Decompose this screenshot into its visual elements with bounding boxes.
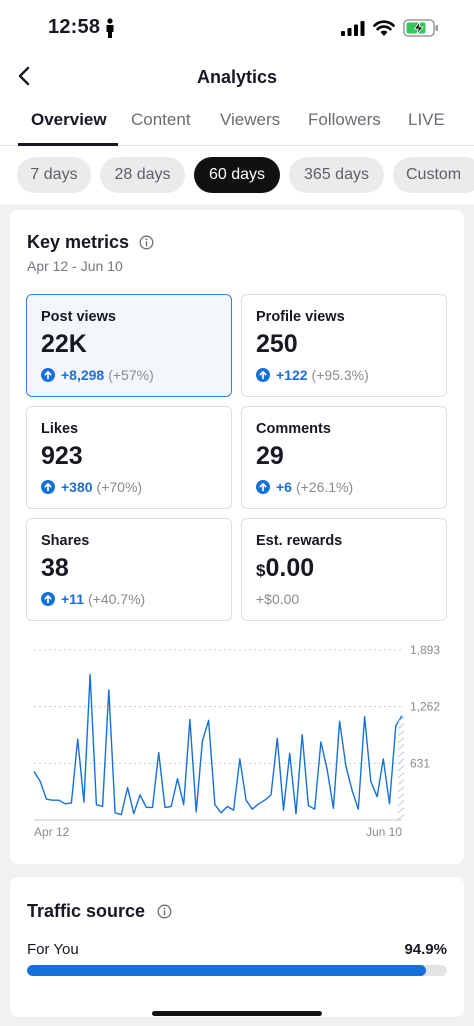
person-icon [106, 18, 114, 38]
battery-charging-icon [403, 19, 438, 37]
traffic-source-label: For You [27, 941, 79, 958]
arrow-up-icon [41, 368, 55, 382]
range-60-days[interactable]: 60 days [194, 157, 280, 193]
partial-data-hatch [397, 744, 405, 751]
tab-followers[interactable]: Followers [308, 110, 381, 129]
tab-viewers[interactable]: Viewers [220, 110, 281, 129]
wifi-icon [373, 20, 395, 36]
partial-data-hatch [397, 793, 405, 800]
metric-label: Likes [41, 421, 79, 437]
metric-label: Profile views [256, 309, 345, 325]
metric-value: 923 [41, 442, 83, 470]
traffic-source-card: Traffic source For You 94.9% [10, 877, 464, 1017]
metric-value: $0.00 [256, 554, 314, 583]
metric-shares[interactable]: Shares 38 +11 (+40.7%) [26, 518, 232, 621]
cellular-signal-icon [341, 21, 365, 36]
date-range-selector: 7 days 28 days 60 days 365 days Custom [0, 146, 474, 204]
range-28-days[interactable]: 28 days [100, 157, 185, 193]
tab-overview[interactable]: Overview [31, 110, 107, 129]
change-percent: (+95.3%) [311, 367, 369, 383]
range-custom[interactable]: Custom [393, 157, 474, 193]
traffic-source-bar [27, 965, 447, 976]
change-absolute: +$0.00 [256, 591, 300, 607]
change-absolute: +11 [61, 591, 84, 607]
arrow-up-icon [41, 592, 55, 606]
metric-change: +11 (+40.7%) [41, 591, 145, 607]
nav-bar: Analytics [0, 58, 474, 96]
partial-data-hatch [397, 723, 405, 730]
arrow-up-icon [41, 480, 55, 494]
partial-data-hatch [397, 730, 405, 737]
page-title: Analytics [196, 67, 278, 87]
partial-data-hatch [397, 737, 405, 744]
partial-data-hatch [397, 716, 405, 723]
metric-value: 250 [256, 330, 298, 358]
partial-data-hatch [397, 758, 405, 765]
x-start-label: Apr 12 [34, 825, 70, 839]
metric-change: +$0.00 [256, 591, 299, 607]
partial-data-hatch [397, 786, 405, 793]
x-end-label: Jun 10 [366, 825, 402, 839]
date-range-label: Apr 12 - Jun 10 [27, 258, 123, 274]
change-percent: (+40.7%) [87, 591, 146, 607]
metric-label: Est. rewards [256, 533, 343, 549]
metric-change: +380 (+70%) [41, 479, 142, 495]
y-tick-label: 1,262 [410, 700, 440, 714]
status-bar: 12:58 [0, 0, 474, 58]
key-metrics-title: Key metrics [27, 232, 130, 252]
metric-profile-views[interactable]: Profile views 250 +122 (+95.3%) [241, 294, 447, 397]
tab-live[interactable]: LIVE [408, 110, 445, 129]
metric-value: 29 [256, 442, 284, 470]
key-metrics-card: Key metrics Apr 12 - Jun 10 Post views 2… [10, 210, 464, 864]
traffic-source-percent: 94.9% [404, 941, 447, 958]
change-percent: (+26.1%) [295, 479, 354, 495]
active-tab-indicator [18, 143, 118, 146]
metric-label: Comments [256, 421, 331, 437]
change-absolute: +380 [61, 479, 93, 495]
info-icon[interactable] [139, 235, 154, 250]
home-indicator [152, 1011, 322, 1016]
partial-data-hatch [397, 772, 405, 779]
status-time: 12:58 [48, 16, 101, 38]
partial-data-hatch [397, 807, 405, 814]
metric-post-views[interactable]: Post views 22K +8,298 (+57%) [26, 294, 232, 397]
metric-comments[interactable]: Comments 29 +6 (+26.1%) [241, 406, 447, 509]
change-percent: (+70%) [96, 479, 143, 495]
y-tick-label: 631 [410, 756, 430, 770]
metric-change: +122 (+95.3%) [256, 367, 369, 383]
metric-value: 22K [41, 330, 87, 358]
metric-label: Post views [41, 309, 116, 325]
partial-data-hatch [397, 800, 405, 807]
metric-label: Shares [41, 533, 90, 549]
post-views-line-chart[interactable]: 1,893 1,262 631 Apr 12 Jun 10 [10, 640, 464, 840]
traffic-source-bar-fill [27, 965, 426, 976]
change-percent: (+57%) [108, 367, 154, 383]
traffic-source-title: Traffic source [27, 901, 146, 921]
arrow-up-icon [256, 368, 270, 382]
series-line [33, 673, 403, 816]
partial-data-hatch [397, 751, 405, 758]
tab-content[interactable]: Content [131, 110, 191, 129]
change-absolute: +6 [276, 479, 292, 495]
metric-value: 38 [41, 554, 69, 582]
currency-symbol: $ [256, 561, 266, 580]
metric-change: +6 (+26.1%) [256, 479, 353, 495]
metric-likes[interactable]: Likes 923 +380 (+70%) [26, 406, 232, 509]
reward-amount: 0.00 [265, 554, 315, 582]
arrow-up-icon [256, 480, 270, 494]
metric-est-rewards[interactable]: Est. rewards $0.00 +$0.00 [241, 518, 447, 621]
info-icon[interactable] [157, 904, 172, 919]
tab-bar: Overview Content Viewers Followers LIVE [0, 96, 474, 146]
metric-change: +8,298 (+57%) [41, 367, 154, 383]
partial-data-hatch [397, 814, 405, 821]
partial-data-hatch [397, 765, 405, 772]
range-7-days[interactable]: 7 days [17, 157, 91, 193]
y-tick-label: 1,893 [410, 643, 440, 657]
back-arrow-icon[interactable] [14, 64, 36, 88]
partial-data-hatch [397, 779, 405, 786]
range-365-days[interactable]: 365 days [289, 157, 384, 193]
change-absolute: +8,298 [61, 367, 105, 383]
change-absolute: +122 [276, 367, 308, 383]
